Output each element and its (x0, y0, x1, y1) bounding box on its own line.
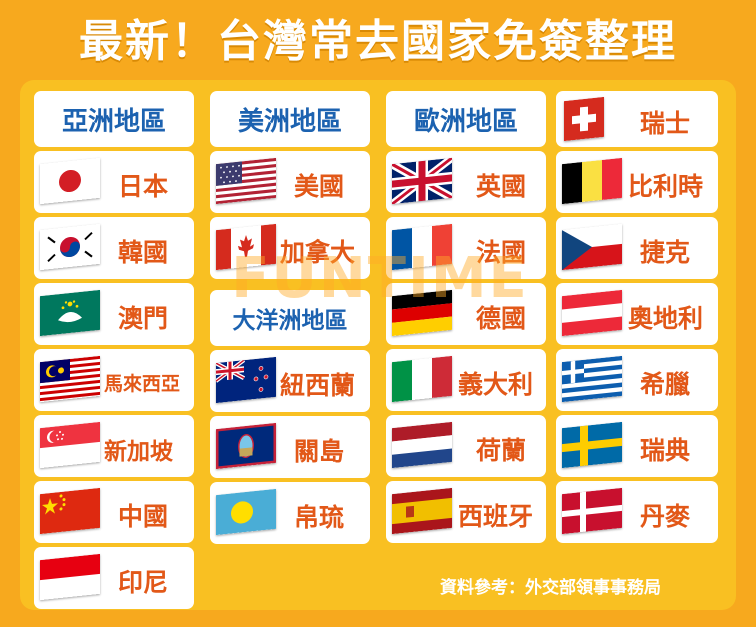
germany-flag-icon (392, 289, 452, 337)
newzealand-flag-icon (216, 356, 276, 404)
page-title: 最新！台灣常去國家免簽整理 (79, 16, 677, 67)
canada-flag-icon (216, 223, 276, 271)
country-label: 捷克 (640, 238, 691, 267)
region-heading-america: 美洲地區 (210, 91, 370, 147)
greece-flag-icon (562, 355, 622, 403)
country-item-spain: 西班牙 (386, 481, 546, 543)
country-label: 加拿大 (280, 238, 356, 267)
country-label: 印尼 (118, 568, 169, 597)
country-item-canada: 加拿大 (210, 217, 370, 279)
country-item-macau: 澳門 (34, 283, 194, 345)
region-label: 大洋洲地區 (232, 308, 348, 334)
country-label: 新加坡 (104, 439, 173, 465)
country-item-france: 法國 (386, 217, 546, 279)
palau-flag-icon (216, 488, 276, 536)
japan-flag-icon (40, 157, 100, 205)
usa-flag-icon (216, 157, 276, 205)
source-note: 資料參考：外交部領事事務局 (440, 577, 661, 598)
netherlands-flag-icon (392, 421, 452, 469)
country-item-italy: 義大利 (386, 349, 546, 411)
country-label: 瑞典 (640, 436, 691, 465)
country-label: 西班牙 (458, 502, 534, 531)
country-label: 美國 (294, 172, 345, 201)
country-label: 關島 (294, 437, 345, 466)
country-item-china: 中國 (34, 481, 194, 543)
czech-flag-icon (562, 223, 622, 271)
country-label: 希臘 (640, 370, 691, 399)
country-label: 瑞士 (640, 109, 691, 138)
country-label: 紐西蘭 (280, 371, 356, 400)
country-label: 法國 (476, 238, 527, 267)
country-item-greece: 希臘 (556, 349, 718, 411)
country-item-czech: 捷克 (556, 217, 718, 279)
sweden-flag-icon (562, 421, 622, 469)
region-label: 歐洲地區 (413, 106, 518, 137)
country-item-newzealand: 紐西蘭 (210, 350, 370, 412)
country-item-indonesia: 印尼 (34, 547, 194, 609)
country-item-germany: 德國 (386, 283, 546, 345)
country-item-uk: 英國 (386, 151, 546, 213)
denmark-flag-icon (562, 487, 622, 535)
country-item-japan: 日本 (34, 151, 194, 213)
country-item-austria: 奧地利 (556, 283, 718, 345)
country-item-denmark: 丹麥 (556, 481, 718, 543)
country-label: 義大利 (458, 370, 534, 399)
country-label: 德國 (476, 304, 527, 333)
italy-flag-icon (392, 355, 452, 403)
country-label: 英國 (476, 172, 527, 201)
belgium-flag-icon (562, 157, 622, 205)
uk-flag-icon (392, 157, 452, 205)
country-item-malaysia: 馬來西亞 (34, 349, 194, 411)
country-label: 丹麥 (640, 502, 691, 531)
spain-flag-icon (392, 487, 452, 535)
france-flag-icon (392, 223, 452, 271)
macau-flag-icon (40, 289, 100, 337)
country-item-usa: 美國 (210, 151, 370, 213)
singapore-flag-icon (40, 421, 100, 469)
country-label: 韓國 (118, 238, 169, 267)
indonesia-flag-icon (40, 553, 100, 601)
country-label: 中國 (118, 502, 169, 531)
region-heading-asia: 亞洲地區 (34, 91, 194, 147)
country-label: 荷蘭 (476, 436, 527, 465)
country-label: 澳門 (118, 304, 169, 333)
region-heading-oceania: 大洋洲地區 (210, 290, 370, 346)
country-item-netherlands: 荷蘭 (386, 415, 546, 477)
country-item-guam: 關島 (210, 416, 370, 478)
guam-flag-icon (216, 422, 276, 470)
region-label: 美洲地區 (237, 106, 342, 137)
country-item-belgium: 比利時 (556, 151, 718, 213)
china-flag-icon (40, 487, 100, 535)
austria-flag-icon (562, 289, 622, 337)
country-label: 日本 (118, 172, 169, 201)
country-label: 帛琉 (294, 503, 345, 532)
switzerland-flag-icon (564, 96, 604, 142)
country-label: 奧地利 (628, 304, 704, 333)
country-item-korea: 韓國 (34, 217, 194, 279)
country-label: 比利時 (628, 172, 704, 201)
country-item-sweden: 瑞典 (556, 415, 718, 477)
country-item-switzerland: 瑞士 (556, 91, 718, 147)
korea-flag-icon (40, 223, 100, 271)
country-label: 馬來西亞 (104, 373, 181, 395)
country-item-singapore: 新加坡 (34, 415, 194, 477)
country-item-palau: 帛琉 (210, 482, 370, 544)
region-heading-europe: 歐洲地區 (386, 91, 546, 147)
region-label: 亞洲地區 (61, 106, 166, 137)
malaysia-flag-icon (40, 355, 100, 403)
